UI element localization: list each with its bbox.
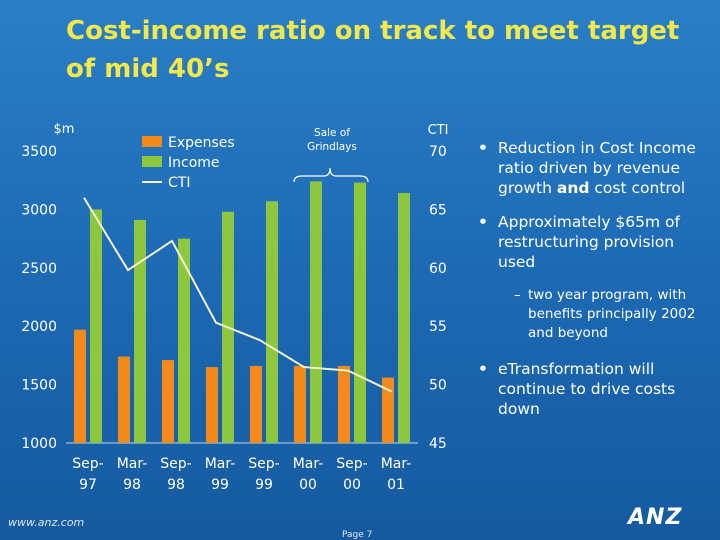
x-tick-label: 00: [299, 477, 317, 493]
bullet-item: • Reduction in Cost Income ratio driven …: [478, 138, 708, 198]
y-right-tick-label: 50: [429, 378, 447, 394]
legend-label: Expenses: [168, 135, 235, 151]
x-tick-label: 98: [167, 477, 185, 493]
bullet-dot-icon: •: [478, 213, 488, 231]
legend-label: Income: [168, 155, 220, 171]
y-left-tick-label: 1000: [21, 436, 57, 452]
x-tick-label: Mar-: [293, 456, 324, 472]
y-left-tick-label: 2500: [21, 261, 57, 277]
x-tick-label: Mar-: [117, 456, 148, 472]
y-right-axis-label: CTI: [428, 123, 449, 138]
x-tick-label: 99: [255, 477, 273, 493]
y-right-tick-label: 65: [429, 202, 447, 218]
bullet-list: • Reduction in Cost Income ratio driven …: [478, 138, 708, 433]
page-number: Page 7: [342, 530, 373, 540]
income-bar: [266, 201, 278, 443]
expenses-bar: [294, 365, 306, 443]
bullet-bold-word: and: [556, 179, 590, 197]
sub-bullet-text: two year program, with benefits principa…: [528, 287, 696, 341]
bullet-text: Reduction in Cost Income ratio driven by…: [498, 139, 696, 197]
legend-label: CTI: [168, 175, 190, 191]
bullet-text: eTransformation will continue to drive c…: [498, 360, 676, 418]
annotation-label: Sale of: [314, 127, 350, 139]
expenses-bar: [206, 367, 218, 443]
y-right-tick-label: 60: [429, 261, 447, 277]
x-tick-label: 99: [211, 477, 229, 493]
annotation-brace: [293, 167, 369, 183]
x-tick-label: 01: [387, 477, 405, 493]
legend-income-swatch: [142, 156, 162, 167]
footer-url-link[interactable]: www.anz.com: [8, 516, 85, 529]
bullet-dot-icon: •: [478, 360, 488, 378]
x-tick-label: Sep-: [248, 456, 279, 472]
income-bar: [398, 193, 410, 443]
sub-bullet-item: – two year program, with benefits princi…: [478, 286, 708, 343]
expenses-bar: [74, 329, 86, 443]
annotation-label: Grindlays: [307, 141, 357, 153]
y-left-tick-label: 3000: [21, 202, 57, 218]
legend-expenses-swatch: [142, 136, 162, 147]
x-tick-label: 97: [79, 477, 97, 493]
x-tick-label: 00: [343, 477, 361, 493]
y-left-tick-label: 2000: [21, 319, 57, 335]
bullet-text-tail: cost control: [594, 179, 686, 197]
y-right-tick-label: 70: [429, 144, 447, 160]
expenses-bar: [162, 360, 174, 443]
income-bar: [178, 238, 190, 443]
x-tick-label: Mar-: [205, 456, 236, 472]
bullet-text: Approximately $65m of restructuring prov…: [498, 213, 680, 271]
income-bar: [90, 209, 102, 443]
expenses-bar: [338, 365, 350, 443]
y-right-tick-label: 55: [429, 319, 447, 335]
x-tick-label: Sep-: [72, 456, 103, 472]
expenses-bar: [118, 356, 130, 443]
y-right-tick-label: 45: [429, 436, 447, 452]
x-tick-label: Sep-: [160, 456, 191, 472]
bullet-item: • eTransformation will continue to drive…: [478, 359, 708, 419]
bullet-dot-icon: •: [478, 139, 488, 157]
income-bar: [134, 219, 146, 443]
y-left-axis-label: $m: [54, 122, 75, 137]
x-tick-label: 98: [123, 477, 141, 493]
expenses-bar: [250, 365, 262, 443]
x-tick-label: Sep-: [336, 456, 367, 472]
y-left-tick-label: 1500: [21, 378, 57, 394]
income-bar: [354, 182, 366, 443]
bullet-item: • Approximately $65m of restructuring pr…: [478, 212, 708, 272]
page-title: Cost-income ratio on track to meet targe…: [66, 16, 680, 84]
y-left-tick-label: 3500: [21, 144, 57, 160]
income-bar: [310, 181, 322, 444]
cti-line: [83, 197, 393, 393]
x-tick-label: Mar-: [381, 456, 412, 472]
anz-logo: ANZ: [628, 505, 683, 530]
expenses-bar: [382, 377, 394, 443]
dash-icon: –: [514, 287, 521, 303]
